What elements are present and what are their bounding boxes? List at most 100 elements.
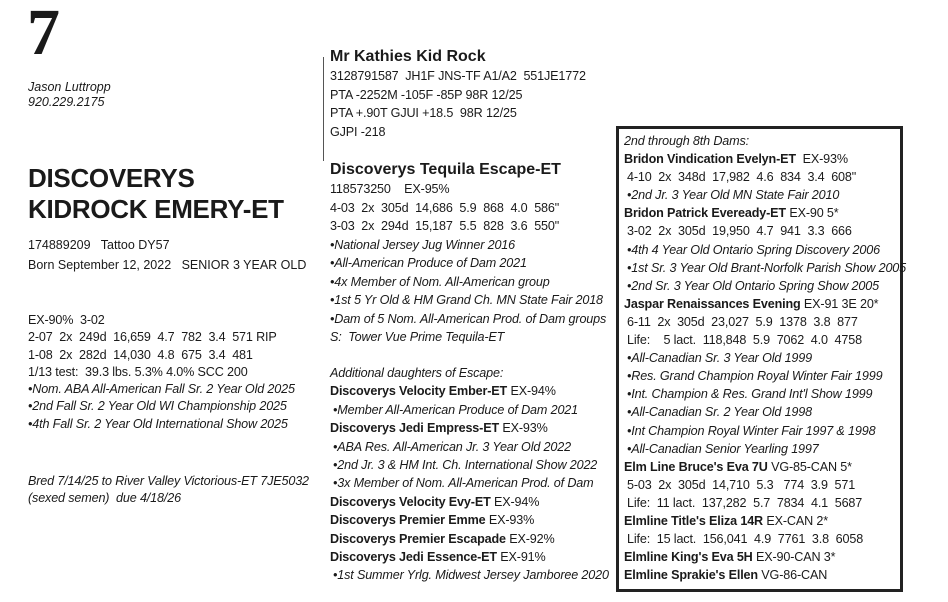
entry-text: •4th Fall Sr. 2 Year Old International S… xyxy=(28,416,288,431)
list-item: •Member All-American Produce of Dam 2021 xyxy=(330,401,609,419)
entry-text: EX-94% xyxy=(507,384,556,399)
entry-text: 2nd through 8th Dams: xyxy=(624,134,749,148)
entry-text: EX-93% xyxy=(485,513,535,528)
entry-text: •Member All-American Produce of Dam 2021 xyxy=(333,402,579,417)
entry-name: Discoverys Jedi Essence-ET xyxy=(330,550,497,565)
entry-text: •2nd Jr. 3 & HM Int. Ch. International S… xyxy=(333,458,598,473)
entry-text: •Nom. ABA All-American Fall Sr. 2 Year O… xyxy=(28,382,295,397)
entry-text: 1-08 2x 282d 14,030 4.8 675 3.4 481 xyxy=(28,347,253,362)
list-item: Discoverys Velocity Ember-ET EX-94% xyxy=(330,382,609,400)
entry-text: 3-02 2x 305d 19,950 4.7 941 3.3 666 xyxy=(627,224,852,239)
list-item: EX-90% 3-02 xyxy=(28,312,295,329)
list-item: •2nd Jr. 3 & HM Int. Ch. International S… xyxy=(330,456,609,474)
entry-text: Life: 5 lact. 118,848 5.9 7062 4.0 4758 xyxy=(627,333,862,348)
list-item: 5-03 2x 305d 14,710 5.3 774 3.9 571 xyxy=(624,476,906,494)
consignor-name: Jason Luttropp xyxy=(28,80,111,94)
dam-name: Discoverys Tequila Escape-ET xyxy=(330,161,561,178)
entry-name: Discoverys Premier Escapade xyxy=(330,531,506,546)
list-item: 4-10 2x 348d 17,982 4.6 834 3.4 608" xyxy=(624,168,906,186)
entry-text: (sexed semen) due 4/18/26 xyxy=(28,491,181,505)
entry-name: Discoverys Velocity Evy-ET xyxy=(330,494,491,509)
entry-text: •National Jersey Jug Winner 2016 xyxy=(330,237,516,252)
entry-text: •1st Sr. 3 Year Old Brant-Norfolk Parish… xyxy=(627,260,907,275)
list-item: •4x Member of Nom. All-American group xyxy=(330,273,606,292)
animal-name: DISCOVERYS KIDROCK EMERY-ET xyxy=(28,163,284,225)
entry-text: •Int. Champion & Res. Grand Int'l Show 1… xyxy=(627,387,873,402)
entry-name: Elmline Title's Eliza 14R xyxy=(624,513,763,528)
entry-text: EX-91 3E 20* xyxy=(800,296,879,311)
entry-name: Discoverys Premier Emme xyxy=(330,513,486,528)
entry-text: 6-11 2x 305d 23,027 5.9 1378 3.8 877 xyxy=(627,314,858,329)
entry-text: Life: 15 lact. 156,041 4.9 7761 3.8 6058 xyxy=(627,532,864,547)
entry-text: •ABA Res. All-American Jr. 3 Year Old 20… xyxy=(333,439,571,454)
additional-daughters: Additional daughters of Escape: Discovery… xyxy=(330,364,609,585)
entry-text: EX-93% xyxy=(795,152,848,167)
list-item: Bred 7/14/25 to River Valley Victorious-… xyxy=(28,473,309,490)
list-item: Discoverys Jedi Empress-ET EX-93% xyxy=(330,419,609,437)
entry-text: Life: 11 lact. 137,282 5.7 7834 4.1 5687 xyxy=(627,495,863,510)
list-item: •1st Sr. 3 Year Old Brant-Norfolk Parish… xyxy=(624,259,906,277)
lot-number: 7 xyxy=(27,0,60,69)
entry-name: Jaspar Renaissances Evening xyxy=(624,296,801,311)
entry-name: Elm Line Bruce's Eva 7U xyxy=(624,459,768,474)
entry-text: •3x Member of Nom. All-American Prod. of… xyxy=(333,476,594,491)
entry-text: •Dam of 5 Nom. All-American Prod. of Dam… xyxy=(330,311,607,326)
entry-text: •Res. Grand Champion Royal Winter Fair 1… xyxy=(627,369,883,384)
entry-text: S: Tower Vue Prime Tequila-ET xyxy=(330,330,505,344)
list-item: 2-07 2x 249d 16,659 4.7 782 3.4 571 RIP xyxy=(28,329,295,346)
entry-text: 4-10 2x 348d 17,982 4.6 834 3.4 608" xyxy=(627,170,857,185)
list-item: 1/13 test: 39.3 lbs. 5.3% 4.0% SCC 200 xyxy=(28,364,295,381)
sire-section: Mr Kathies Kid Rock 3128791587 JH1F JNS-… xyxy=(330,47,586,141)
divider xyxy=(323,57,324,161)
entry-text: 2-07 2x 249d 16,659 4.7 782 3.4 571 RIP xyxy=(28,330,277,345)
dams-pedigree: 2nd through 8th Dams: Bridon Vindication … xyxy=(624,132,906,584)
entry-text: Additional daughters of Escape: xyxy=(330,366,504,380)
entry-text: PTA +.90T GJUI +18.5 98R 12/25 xyxy=(330,106,517,120)
list-item: •3x Member of Nom. All-American Prod. of… xyxy=(330,474,609,492)
list-item: •2nd Jr. 3 Year Old MN State Fair 2010 xyxy=(624,186,906,204)
entry-text: •All-Canadian Sr. 2 Year Old 1998 xyxy=(627,405,812,420)
list-item: S: Tower Vue Prime Tequila-ET xyxy=(330,328,606,347)
breeding-info: Bred 7/14/25 to River Valley Victorious-… xyxy=(28,473,309,507)
list-item: •Dam of 5 Nom. All-American Prod. of Dam… xyxy=(330,310,606,329)
birth-date: Born September 12, 2022 SENIOR 3 YEAR OL… xyxy=(28,258,307,272)
list-item: Bridon Vindication Evelyn-ET EX-93% xyxy=(624,150,906,168)
list-item: Life: 11 lact. 137,282 5.7 7834 4.1 5687 xyxy=(624,494,906,512)
entry-text: 1/13 test: 39.3 lbs. 5.3% 4.0% SCC 200 xyxy=(28,364,248,379)
entry-text: •4th 4 Year Old Ontario Spring Discovery… xyxy=(627,242,880,257)
list-item: •4th Fall Sr. 2 Year Old International S… xyxy=(28,416,295,433)
entry-text: EX-94% xyxy=(490,494,540,509)
list-item: 2nd through 8th Dams: xyxy=(624,132,906,150)
entry-text: 118573250 EX-95% xyxy=(330,182,450,196)
list-item: Life: 5 lact. 118,848 5.9 7062 4.0 4758 xyxy=(624,331,906,349)
list-item: •2nd Sr. 3 Year Old Ontario Spring Show … xyxy=(624,277,906,295)
list-item: •Nom. ABA All-American Fall Sr. 2 Year O… xyxy=(28,381,295,398)
list-item: •Res. Grand Champion Royal Winter Fair 1… xyxy=(624,367,906,385)
entry-text: PTA -2252M -105F -85P 98R 12/25 xyxy=(330,87,523,102)
list-item: GJPI -218 xyxy=(330,123,586,142)
entry-text: GJPI -218 xyxy=(330,124,386,139)
entry-text: •1st Summer Yrlg. Midwest Jersey Jambore… xyxy=(333,568,609,583)
entry-text: EX-90 5* xyxy=(785,206,839,221)
list-item: 3128791587 JH1F JNS-TF A1/A2 551JE1772 xyxy=(330,67,586,86)
animal-name-line1: DISCOVERYS xyxy=(28,163,195,193)
list-item: 3-02 2x 305d 19,950 4.7 941 3.3 666 xyxy=(624,222,906,240)
sire-name: Mr Kathies Kid Rock xyxy=(330,48,486,65)
entry-text: Bred 7/14/25 to River Valley Victorious-… xyxy=(28,474,309,488)
dam-section: Discoverys Tequila Escape-ET 118573250 E… xyxy=(330,160,606,347)
list-item: Elm Line Bruce's Eva 7U VG-85-CAN 5* xyxy=(624,458,906,476)
consignor-phone: 920.229.2175 xyxy=(28,95,105,109)
entry-name: Discoverys Velocity Ember-ET xyxy=(330,384,508,399)
list-item: 118573250 EX-95% xyxy=(330,180,606,199)
dams-box-border xyxy=(616,126,903,592)
entry-text: •All-Canadian Sr. 3 Year Old 1999 xyxy=(627,351,812,366)
entry-text: •4x Member of Nom. All-American group xyxy=(330,274,550,289)
list-item: 4-03 2x 305d 14,686 5.9 868 4.0 586" xyxy=(330,199,606,218)
entry-text: 3-03 2x 294d 15,187 5.5 828 3.6 550" xyxy=(330,219,560,233)
entry-text: EX-91% xyxy=(496,550,546,565)
entry-text: •2nd Sr. 3 Year Old Ontario Spring Show … xyxy=(627,278,879,293)
list-item: Discoverys Premier Emme EX-93% xyxy=(330,511,609,529)
list-item: PTA +.90T GJUI +18.5 98R 12/25 xyxy=(330,104,586,123)
consignor: Jason Luttropp 920.229.2175 xyxy=(28,80,111,110)
list-item: (sexed semen) due 4/18/26 xyxy=(28,490,309,507)
